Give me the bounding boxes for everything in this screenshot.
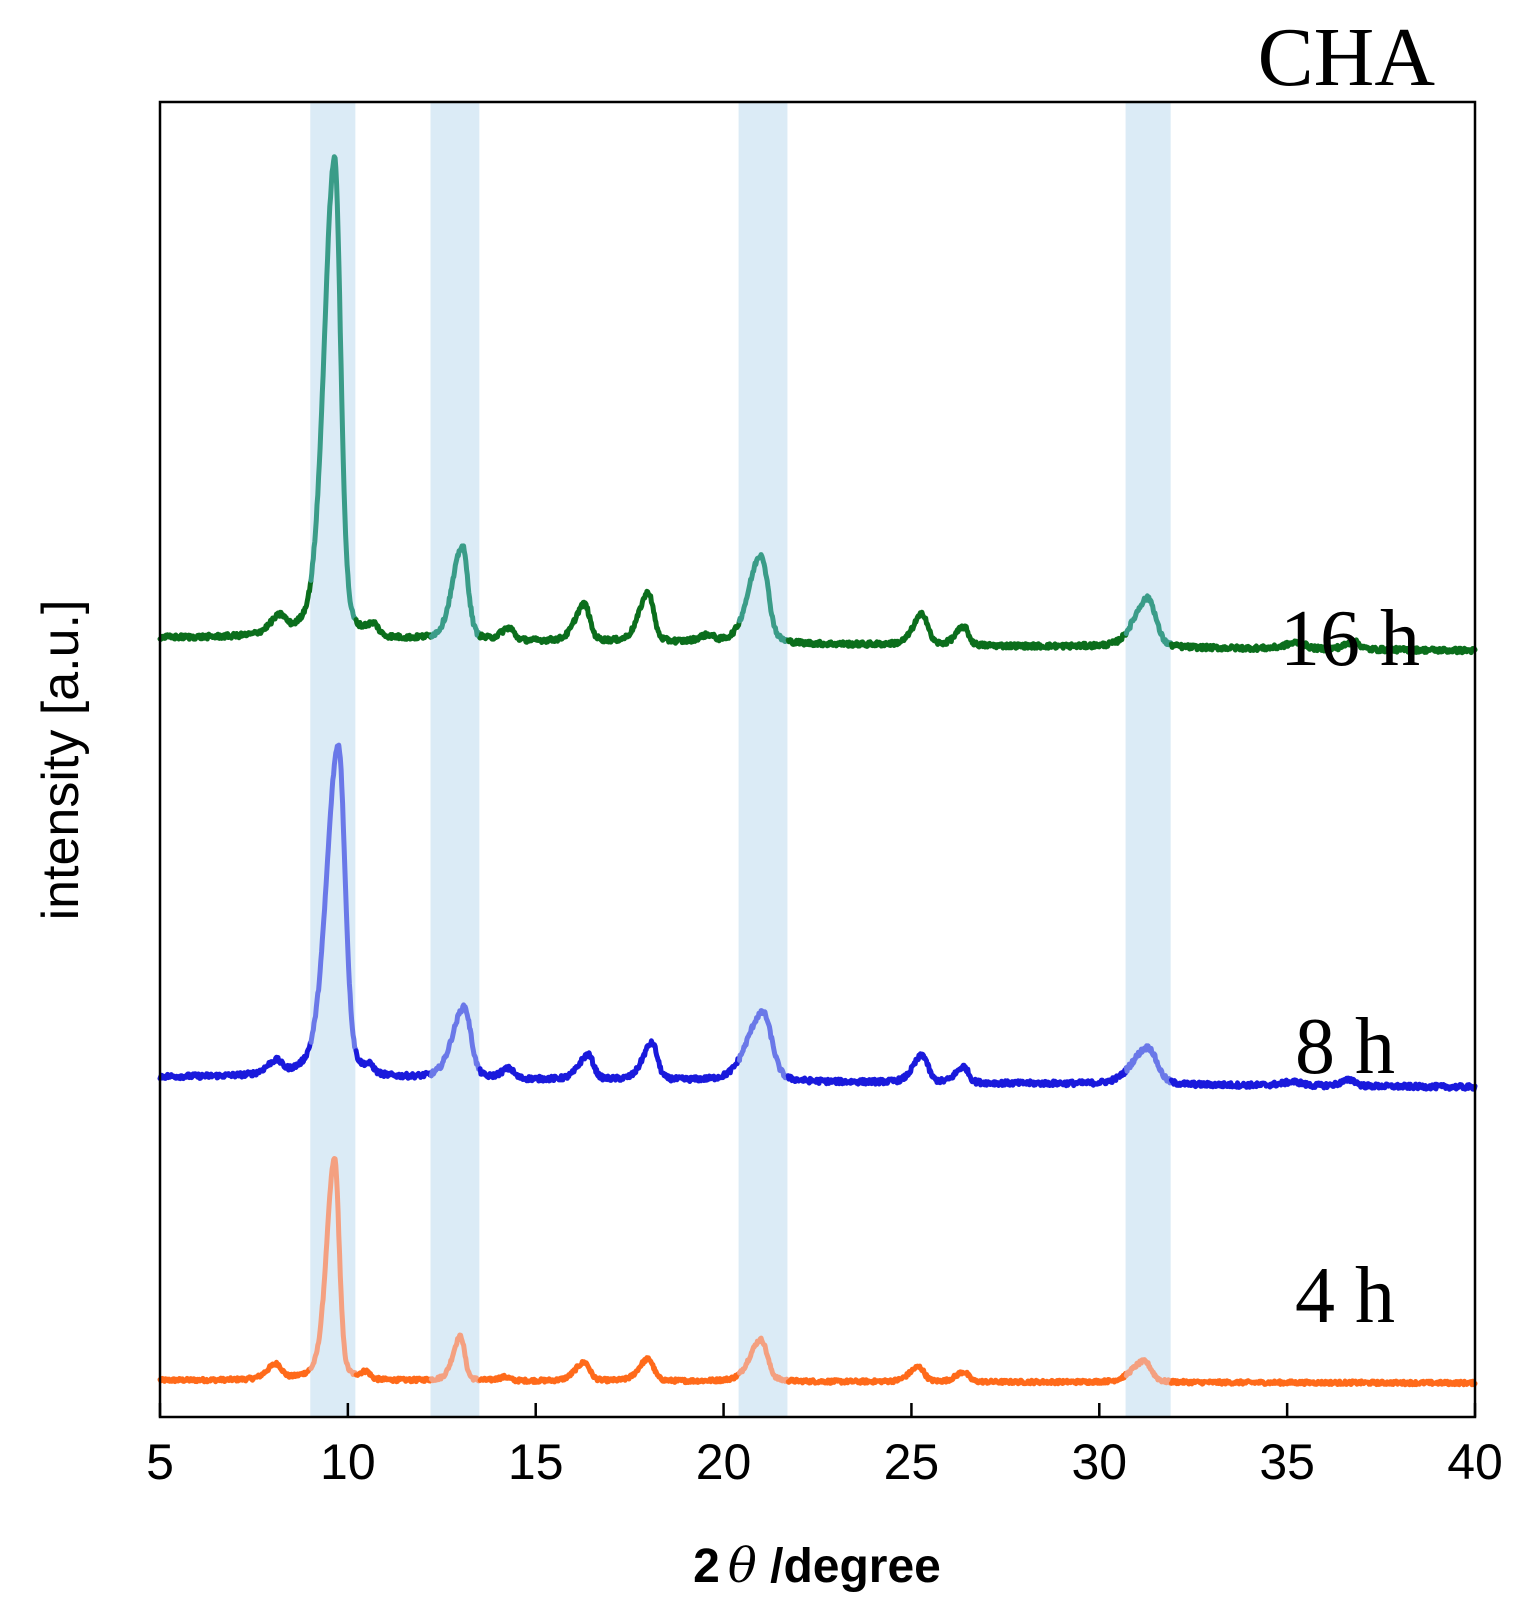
series-16-h (157, 154, 1478, 656)
series-line-8-h-seg-3 (428, 1002, 483, 1079)
x-tick-label-30: 30 (1071, 1434, 1127, 1490)
series-line-4-h-seg-0 (157, 1359, 314, 1385)
x-tick-label-20: 20 (696, 1434, 752, 1490)
x-tick-label-25: 25 (884, 1434, 940, 1490)
x-tick-label-15: 15 (508, 1434, 564, 1490)
y-axis-title: intensity [a.u.] (32, 600, 90, 921)
x-axis-tick-labels: 5 10 15 20 25 30 35 40 (146, 1434, 1503, 1490)
series-line-8-h-seg-4 (477, 1038, 742, 1084)
x-tick-label-5: 5 (146, 1434, 174, 1490)
series-line-4-h-seg-4 (477, 1355, 742, 1386)
series-8-h (157, 742, 1478, 1092)
highlight-band-2 (430, 102, 480, 1417)
x-axis-title-theta: θ (728, 1538, 757, 1594)
x-axis-title-unit: /degree (757, 1540, 941, 1593)
x-tick-label-35: 35 (1259, 1434, 1315, 1490)
series-line-4-h-seg-7 (1123, 1357, 1174, 1386)
series-line-16-h-seg-3 (428, 543, 483, 641)
series-line-4-h-seg-8 (1168, 1377, 1478, 1388)
series-line-4-h-seg-6 (785, 1363, 1129, 1387)
series-line-8-h-seg-2 (353, 1048, 434, 1081)
plot-frame (158, 100, 1477, 1419)
series-line-4-h-seg-5 (736, 1335, 791, 1385)
series-layer (157, 154, 1478, 1388)
series-line-16-h-seg-6 (785, 609, 1129, 651)
x-axis-ticks (158, 1403, 1477, 1417)
highlight-band-4 (1125, 102, 1171, 1417)
series-line-16-h-seg-0 (157, 577, 314, 642)
series-line-16-h-seg-5 (736, 552, 791, 644)
series-line-16-h-seg-7 (1123, 593, 1174, 648)
series-label-16-h: 16 h (1280, 595, 1420, 683)
series-4-h (157, 1156, 1478, 1388)
x-tick-label-40: 40 (1447, 1434, 1503, 1490)
highlight-band-3 (738, 102, 788, 1417)
chart-title: CHA (1258, 11, 1436, 104)
series-line-4-h-seg-1 (308, 1156, 359, 1378)
series-line-4-h-seg-2 (353, 1367, 434, 1385)
series-line-8-h-seg-0 (157, 1039, 314, 1082)
series-line-8-h-seg-6 (785, 1051, 1129, 1089)
series-line-16-h-seg-4 (477, 588, 742, 646)
series-line-8-h-seg-8 (1168, 1075, 1478, 1092)
highlight-bands (310, 102, 1171, 1417)
x-tick-label-10: 10 (320, 1434, 376, 1490)
x-axis-title-prefix: 2 (693, 1540, 720, 1593)
series-line-16-h-seg-1 (308, 154, 359, 623)
series-line-8-h-seg-7 (1123, 1043, 1174, 1086)
series-line-8-h-seg-1 (308, 742, 359, 1054)
series-label-8-h: 8 h (1295, 1003, 1395, 1091)
series-labels: 4 h 8 h 16 h (1280, 595, 1420, 1340)
series-line-4-h-seg-3 (428, 1332, 483, 1384)
series-line-16-h-seg-8 (1168, 637, 1478, 656)
series-line-8-h-seg-5 (736, 1008, 791, 1081)
series-line-16-h-seg-2 (353, 617, 434, 642)
series-label-4-h: 4 h (1295, 1252, 1395, 1340)
